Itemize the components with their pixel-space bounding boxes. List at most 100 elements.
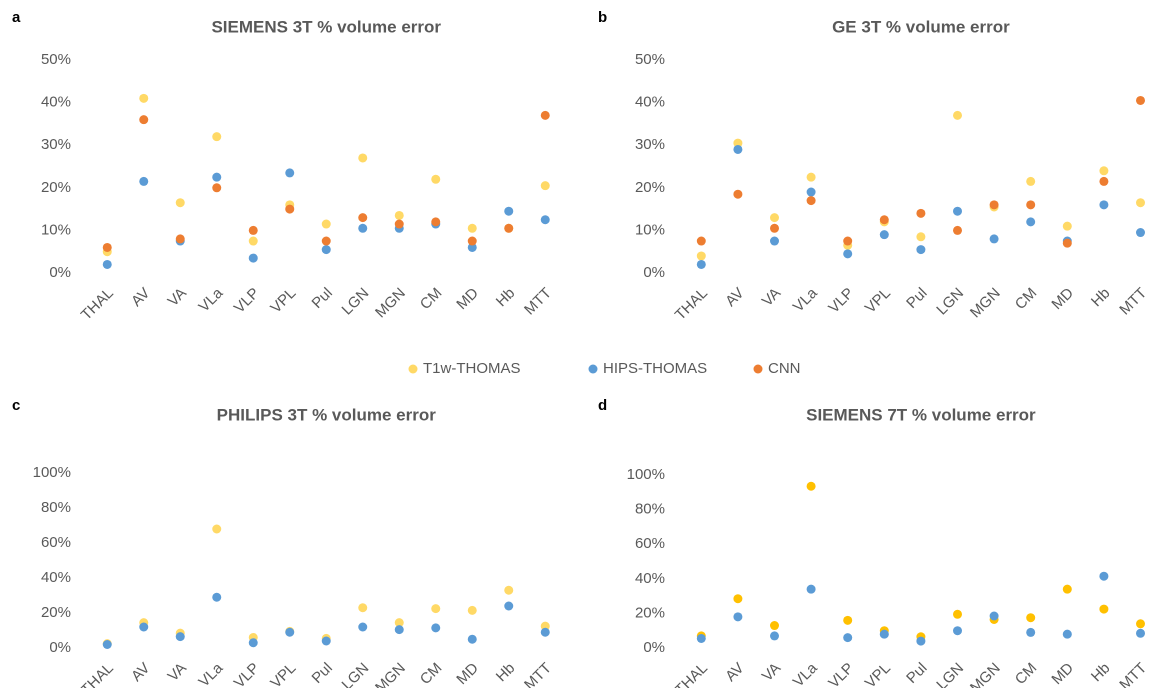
data-point bbox=[1136, 619, 1145, 629]
x-tick-label: CM bbox=[1012, 660, 1041, 688]
y-tick-label: 20% bbox=[635, 604, 665, 621]
data-point bbox=[212, 172, 222, 182]
data-point bbox=[1136, 628, 1145, 638]
panel-label: b bbox=[598, 9, 607, 26]
data-point bbox=[989, 611, 999, 621]
data-point bbox=[916, 636, 926, 646]
x-tick-label: LGN bbox=[339, 660, 373, 688]
y-tick-label: 40% bbox=[635, 94, 665, 111]
data-point bbox=[248, 225, 258, 235]
x-tick-label: VLP bbox=[231, 285, 263, 317]
data-point bbox=[1099, 604, 1109, 614]
data-point bbox=[394, 210, 404, 220]
y-tick-label: 30% bbox=[635, 136, 665, 153]
data-point bbox=[1136, 198, 1145, 208]
chart-title: GE 3T % volume error bbox=[832, 17, 1010, 36]
x-tick-label: MTT bbox=[521, 660, 555, 688]
x-tick-label: Pul bbox=[903, 660, 930, 687]
x-tick-label: VPL bbox=[267, 660, 299, 688]
x-tick-label: VLa bbox=[195, 659, 226, 688]
data-point bbox=[1136, 95, 1145, 105]
x-tick-label: MTT bbox=[521, 285, 555, 319]
y-tick-label: 0% bbox=[49, 264, 71, 281]
y-tick-label: 20% bbox=[41, 604, 71, 621]
legend-label: T1w-THOMAS bbox=[423, 360, 521, 377]
data-point bbox=[540, 215, 550, 225]
x-tick-label: MD bbox=[1048, 284, 1077, 313]
x-tick-label: LGN bbox=[933, 660, 967, 688]
data-point bbox=[916, 208, 926, 218]
data-point bbox=[1062, 584, 1072, 594]
y-tick-label: 10% bbox=[635, 221, 665, 238]
data-point bbox=[321, 236, 331, 246]
y-tick-label: 0% bbox=[49, 639, 71, 656]
x-tick-label: MGN bbox=[967, 285, 1004, 322]
data-point bbox=[102, 259, 112, 269]
x-tick-label: MGN bbox=[967, 660, 1004, 688]
data-point bbox=[770, 223, 779, 233]
data-point bbox=[1026, 200, 1036, 210]
data-point bbox=[770, 213, 779, 223]
x-tick-label: Hb bbox=[493, 660, 519, 686]
data-point bbox=[1099, 571, 1109, 581]
y-tick-label: 50% bbox=[635, 51, 665, 68]
data-point bbox=[358, 213, 368, 223]
data-point bbox=[248, 236, 258, 246]
y-tick-label: 40% bbox=[41, 94, 71, 111]
data-point bbox=[139, 622, 149, 632]
data-point bbox=[696, 633, 706, 643]
data-point bbox=[696, 236, 706, 246]
data-point bbox=[431, 623, 441, 633]
data-point bbox=[806, 196, 816, 206]
data-point bbox=[733, 144, 743, 154]
data-point bbox=[1099, 166, 1109, 176]
x-tick-label: VLa bbox=[790, 284, 821, 315]
data-point bbox=[139, 93, 149, 103]
data-point bbox=[733, 189, 743, 199]
x-tick-label: AV bbox=[722, 285, 747, 310]
data-point bbox=[139, 115, 149, 125]
legend-marker bbox=[588, 364, 598, 374]
data-point bbox=[989, 200, 999, 210]
data-point bbox=[733, 594, 743, 604]
data-point bbox=[212, 592, 222, 602]
x-tick-label: MD bbox=[1048, 659, 1077, 688]
data-point bbox=[953, 609, 962, 619]
data-point bbox=[431, 604, 441, 614]
y-tick-label: 0% bbox=[643, 264, 665, 281]
data-point bbox=[175, 234, 185, 244]
data-point bbox=[916, 245, 926, 255]
data-point bbox=[879, 215, 889, 225]
data-point bbox=[879, 230, 889, 240]
data-point bbox=[504, 206, 514, 216]
x-tick-label: CM bbox=[417, 285, 446, 314]
y-tick-label: 100% bbox=[627, 466, 665, 483]
panel-label: c bbox=[12, 397, 20, 414]
data-point bbox=[733, 138, 743, 148]
x-tick-label: THAL bbox=[78, 660, 117, 688]
x-tick-label: Pul bbox=[903, 285, 930, 312]
data-point bbox=[806, 481, 816, 491]
data-point bbox=[1062, 238, 1072, 248]
data-point bbox=[212, 132, 222, 142]
data-point bbox=[285, 627, 295, 637]
y-tick-label: 60% bbox=[41, 534, 71, 551]
x-tick-label: CM bbox=[417, 660, 446, 688]
y-tick-label: 0% bbox=[643, 639, 665, 656]
x-tick-label: Hb bbox=[1088, 285, 1114, 311]
x-tick-label: MGN bbox=[372, 660, 409, 688]
data-point bbox=[1026, 627, 1036, 637]
data-point bbox=[285, 168, 295, 178]
legend-label: HIPS-THOMAS bbox=[603, 360, 707, 377]
x-tick-label: Hb bbox=[1088, 660, 1114, 686]
x-tick-label: VLP bbox=[231, 660, 263, 688]
x-tick-label: VPL bbox=[862, 285, 894, 317]
x-tick-label: VPL bbox=[267, 285, 299, 317]
data-point bbox=[467, 236, 477, 246]
data-point bbox=[1062, 221, 1072, 231]
data-point bbox=[879, 629, 889, 639]
data-point bbox=[139, 176, 149, 186]
data-point bbox=[175, 632, 185, 642]
